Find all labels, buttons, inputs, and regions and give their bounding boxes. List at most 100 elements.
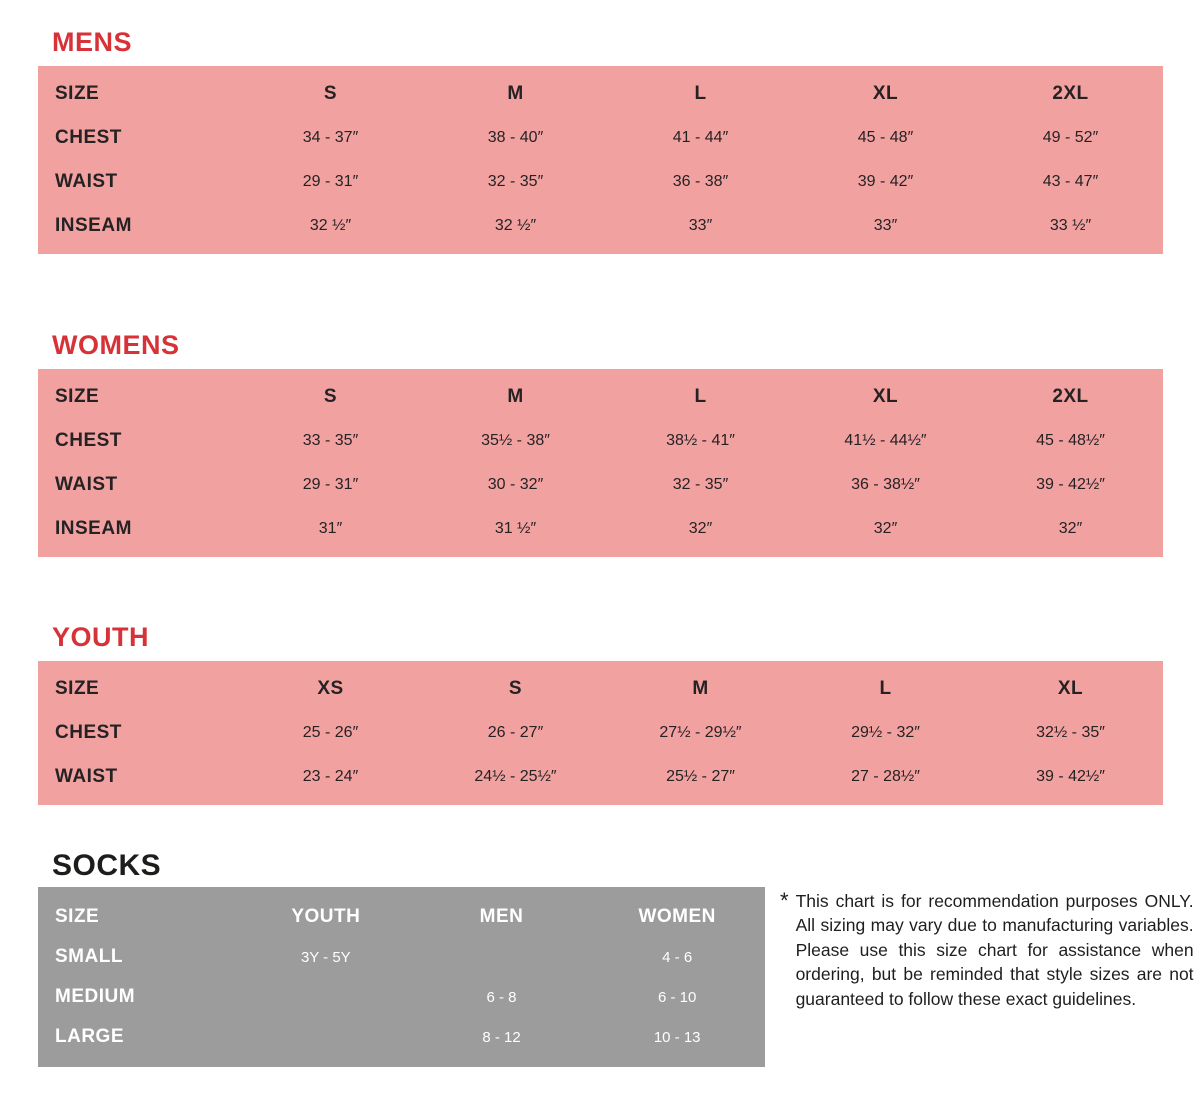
row-label: CHEST — [55, 430, 122, 451]
table-cell: 39 - 42″ — [857, 173, 914, 190]
table-cell: 26 - 27″ — [487, 724, 544, 741]
row-label: INSEAM — [55, 518, 132, 539]
size-header-label: SIZE — [55, 83, 100, 104]
table-cell: 38 - 40″ — [487, 129, 544, 146]
table-row: SMALL 3Y - 5Y 4 - 6 — [38, 937, 765, 977]
table-cell: 33″ — [688, 217, 713, 234]
table-cell: 29 - 31″ — [302, 173, 359, 190]
row-label: CHEST — [55, 127, 122, 148]
table-cell: 33″ — [873, 217, 898, 234]
table-row: INSEAM 32 ½″ 32 ½″ 33″ 33″ 33 ½″ — [38, 204, 1163, 248]
socks-row-layout: SIZE YOUTH MEN WOMEN SMALL 3Y - 5Y 4 - 6… — [38, 887, 1194, 1067]
column-header: S — [323, 83, 338, 104]
table-row: CHEST 25 - 26″ 26 - 27″ 27½ - 29½″ 29½ -… — [38, 711, 1163, 755]
table-cell: 30 - 32″ — [487, 476, 544, 493]
column-header: XL — [872, 83, 899, 104]
size-header-label: SIZE — [55, 906, 100, 927]
column-header: WOMEN — [638, 906, 716, 927]
table-row: MEDIUM 6 - 8 6 - 10 — [38, 977, 765, 1017]
table-cell: 39 - 42½″ — [1036, 476, 1105, 493]
youth-section-title: YOUTH — [52, 622, 149, 652]
size-header-label: SIZE — [55, 386, 100, 407]
table-cell: 32½ - 35″ — [1036, 724, 1105, 741]
size-chart-page: MENS SIZE S M L XL 2XL CHEST 34 - 37″ 38… — [38, 28, 1194, 1067]
table-cell: 10 - 13 — [653, 1028, 701, 1046]
asterisk-marker: * — [780, 888, 789, 913]
table-cell: 6 - 8 — [486, 988, 517, 1006]
womens-section: WOMENS SIZE S M L XL 2XL CHEST 33 - 35″ … — [38, 331, 1163, 557]
row-label: CHEST — [55, 722, 122, 743]
row-label: INSEAM — [55, 215, 132, 236]
table-cell: 29½ - 32″ — [851, 724, 920, 741]
youth-header-row: SIZE XS S M L XL — [38, 667, 1163, 711]
row-label: SMALL — [55, 946, 123, 967]
column-header: M — [692, 678, 709, 699]
column-header: XL — [1057, 678, 1084, 699]
disclaimer-text: This chart is for recommendation purpose… — [795, 891, 1194, 1009]
table-cell: 6 - 10 — [657, 988, 697, 1006]
table-cell: 24½ - 25½″ — [474, 768, 557, 785]
table-cell: 25½ - 27″ — [666, 768, 735, 785]
table-cell: 41½ - 44½″ — [844, 432, 927, 449]
column-header: XS — [317, 678, 344, 699]
table-cell: 31 ½″ — [494, 520, 537, 537]
column-header: MEN — [479, 906, 524, 927]
table-cell: 31″ — [318, 520, 343, 537]
mens-header-row: SIZE S M L XL 2XL — [38, 72, 1163, 116]
table-cell: 41 - 44″ — [672, 129, 729, 146]
table-cell: 43 - 47″ — [1042, 173, 1099, 190]
table-cell: 27½ - 29½″ — [659, 724, 742, 741]
table-cell: 32 ½″ — [309, 217, 352, 234]
socks-size-table: SIZE YOUTH MEN WOMEN SMALL 3Y - 5Y 4 - 6… — [38, 887, 765, 1067]
column-header: XL — [872, 386, 899, 407]
column-header: M — [507, 83, 524, 104]
womens-size-table: SIZE S M L XL 2XL CHEST 33 - 35″ 35½ - 3… — [38, 369, 1163, 557]
mens-size-table: SIZE S M L XL 2XL CHEST 34 - 37″ 38 - 40… — [38, 66, 1163, 254]
table-row: WAIST 29 - 31″ 32 - 35″ 36 - 38″ 39 - 42… — [38, 160, 1163, 204]
table-cell: 49 - 52″ — [1042, 129, 1099, 146]
table-cell: 36 - 38″ — [672, 173, 729, 190]
table-row: INSEAM 31″ 31 ½″ 32″ 32″ 32″ — [38, 507, 1163, 551]
table-cell: 29 - 31″ — [302, 476, 359, 493]
row-label: WAIST — [55, 766, 118, 787]
sizing-disclaimer-note: * This chart is for recommendation purpo… — [780, 887, 1194, 1011]
socks-section-title: SOCKS — [52, 849, 162, 882]
womens-header-row: SIZE S M L XL 2XL — [38, 375, 1163, 419]
table-cell: 23 - 24″ — [302, 768, 359, 785]
table-cell: 33 ½″ — [1049, 217, 1092, 234]
table-cell: 35½ - 38″ — [481, 432, 550, 449]
size-header-label: SIZE — [55, 678, 100, 699]
table-cell: 32″ — [1058, 520, 1083, 537]
table-cell: 38½ - 41″ — [666, 432, 735, 449]
mens-section-title: MENS — [52, 27, 133, 57]
mens-section: MENS SIZE S M L XL 2XL CHEST 34 - 37″ 38… — [38, 28, 1163, 254]
table-cell: 8 - 12 — [482, 1028, 521, 1046]
youth-section: YOUTH SIZE XS S M L XL CHEST 25 - 26″ 26… — [38, 623, 1163, 805]
table-cell: 32″ — [873, 520, 898, 537]
table-row: CHEST 34 - 37″ 38 - 40″ 41 - 44″ 45 - 48… — [38, 116, 1163, 160]
table-cell: 32 ½″ — [494, 217, 537, 234]
table-row: WAIST 29 - 31″ 30 - 32″ 32 - 35″ 36 - 38… — [38, 463, 1163, 507]
row-label: WAIST — [55, 171, 118, 192]
table-cell: 4 - 6 — [662, 948, 693, 966]
column-header: 2XL — [1052, 83, 1089, 104]
youth-size-table: SIZE XS S M L XL CHEST 25 - 26″ 26 - 27″… — [38, 661, 1163, 805]
column-header: L — [694, 83, 707, 104]
table-cell: 27 - 28½″ — [851, 768, 920, 785]
table-cell: 33 - 35″ — [302, 432, 359, 449]
table-cell: 36 - 38½″ — [851, 476, 920, 493]
row-label: LARGE — [55, 1026, 124, 1047]
table-cell: 25 - 26″ — [302, 724, 359, 741]
womens-section-title: WOMENS — [52, 330, 180, 360]
column-header: YOUTH — [291, 906, 361, 927]
table-cell: 45 - 48½″ — [1036, 432, 1105, 449]
table-cell: 32 - 35″ — [487, 173, 544, 190]
table-row: CHEST 33 - 35″ 35½ - 38″ 38½ - 41″ 41½ -… — [38, 419, 1163, 463]
row-label: MEDIUM — [55, 986, 136, 1007]
table-cell: 32 - 35″ — [672, 476, 729, 493]
column-header: L — [879, 678, 892, 699]
column-header: S — [508, 678, 523, 699]
table-cell: 34 - 37″ — [302, 129, 359, 146]
table-cell: 45 - 48″ — [857, 129, 914, 146]
table-row: WAIST 23 - 24″ 24½ - 25½″ 25½ - 27″ 27 -… — [38, 755, 1163, 799]
